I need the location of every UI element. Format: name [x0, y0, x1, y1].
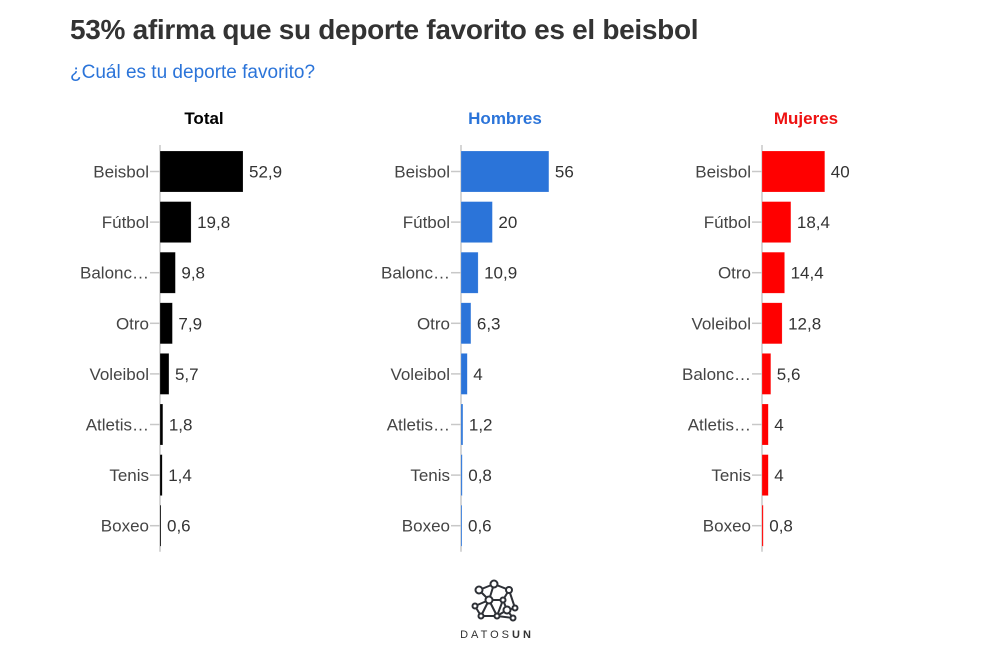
category-label: Voleibol — [89, 365, 149, 384]
value-label: 1,4 — [168, 466, 192, 485]
category-label: Voleibol — [390, 365, 450, 384]
bar — [460, 201, 493, 243]
value-label: 1,2 — [469, 416, 493, 435]
bar — [460, 150, 550, 193]
value-label: 9,8 — [181, 264, 205, 283]
bar — [159, 353, 170, 395]
value-label: 4 — [473, 365, 482, 384]
value-label: 19,8 — [197, 213, 230, 232]
category-label: Tenis — [410, 466, 450, 485]
value-label: 0,8 — [468, 466, 492, 485]
category-label: Boxeo — [703, 517, 751, 536]
bar — [761, 353, 772, 395]
bar — [460, 251, 479, 294]
bar — [460, 454, 463, 496]
category-label: Boxeo — [101, 517, 149, 536]
category-label: Otro — [417, 314, 450, 333]
datosun-logo: DATOSUN — [447, 578, 547, 641]
value-label: 6,3 — [477, 314, 501, 333]
bar — [460, 353, 468, 395]
bar — [159, 454, 163, 496]
category-label: Atletis… — [688, 416, 751, 435]
bar — [159, 150, 244, 193]
bar — [761, 403, 769, 446]
bar — [460, 302, 472, 345]
value-label: 5,6 — [777, 365, 801, 384]
value-label: 4 — [774, 466, 783, 485]
category-label: Balonc… — [381, 264, 450, 283]
bar — [460, 504, 463, 547]
category-label: Beisbol — [695, 163, 751, 182]
value-label: 0,6 — [468, 517, 492, 536]
value-label: 0,8 — [769, 517, 793, 536]
value-label: 7,9 — [178, 314, 202, 333]
category-label: Tenis — [711, 466, 751, 485]
network-brain-icon — [471, 579, 519, 622]
panel-title: Hombres — [468, 109, 542, 128]
bar — [761, 302, 783, 345]
value-label: 0,6 — [167, 517, 191, 536]
bar — [761, 150, 826, 193]
chart-subtitle: ¿Cuál es tu deporte favorito? — [70, 62, 316, 83]
bar — [159, 403, 164, 446]
category-label: Atletis… — [387, 416, 450, 435]
value-label: 10,9 — [484, 264, 517, 283]
category-label: Otro — [718, 264, 751, 283]
bar — [761, 251, 785, 294]
category-label: Balonc… — [80, 264, 149, 283]
bar — [159, 201, 192, 243]
bar — [460, 403, 464, 446]
value-label: 5,7 — [175, 365, 199, 384]
category-label: Fútbol — [704, 213, 751, 232]
value-label: 12,8 — [788, 314, 821, 333]
value-label: 56 — [555, 163, 574, 182]
category-label: Boxeo — [402, 517, 450, 536]
value-label: 40 — [831, 163, 850, 182]
bar — [761, 454, 769, 496]
category-label: Voleibol — [691, 314, 751, 333]
chart-title: 53% afirma que su deporte favorito es el… — [70, 14, 699, 45]
value-label: 18,4 — [797, 213, 830, 232]
value-label: 20 — [498, 213, 517, 232]
category-label: Otro — [116, 314, 149, 333]
logo-text: DATOSUN — [460, 629, 534, 641]
category-label: Fútbol — [102, 213, 149, 232]
panel-title: Mujeres — [774, 109, 838, 128]
category-label: Atletis… — [86, 416, 149, 435]
bar — [159, 504, 162, 547]
value-label: 4 — [774, 416, 783, 435]
category-label: Tenis — [109, 466, 149, 485]
bar — [761, 201, 792, 243]
category-label: Beisbol — [93, 163, 149, 182]
category-label: Fútbol — [403, 213, 450, 232]
bar — [159, 302, 173, 345]
panel-title: Total — [184, 109, 223, 128]
value-label: 1,8 — [169, 416, 193, 435]
bar — [761, 504, 764, 547]
category-label: Beisbol — [394, 163, 450, 182]
value-label: 14,4 — [791, 264, 824, 283]
bar — [159, 251, 176, 294]
category-label: Balonc… — [682, 365, 751, 384]
value-label: 52,9 — [249, 163, 282, 182]
